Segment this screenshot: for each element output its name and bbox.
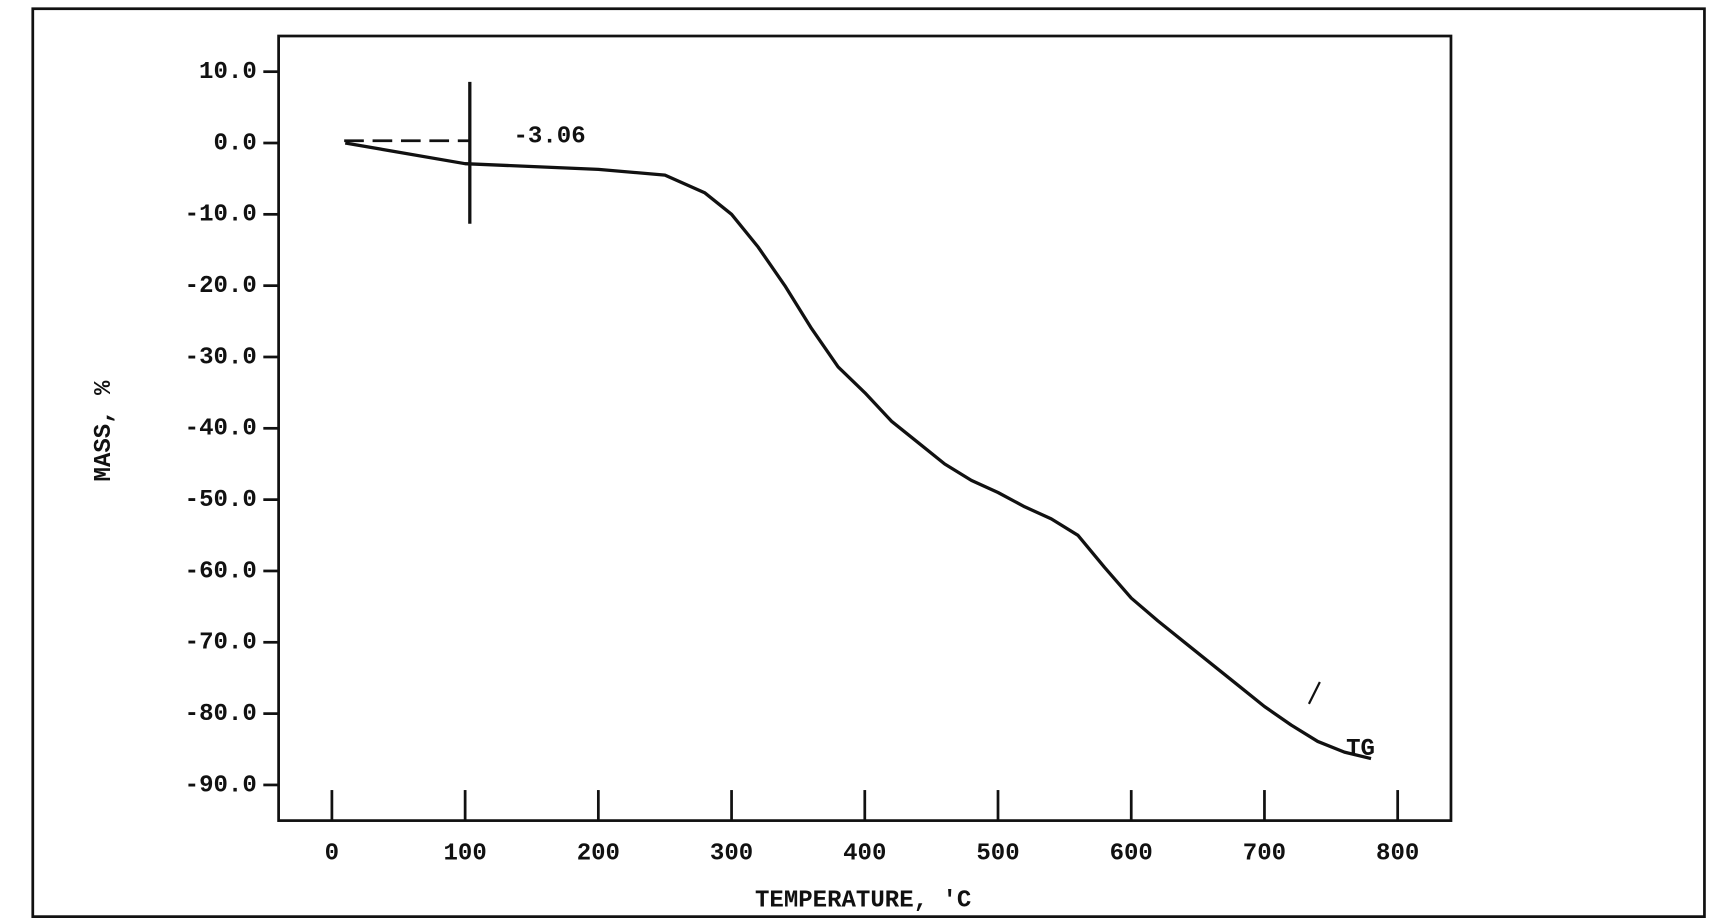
y-tick-label: -90.0 bbox=[185, 772, 257, 799]
x-axis-label: TEMPERATURE, 'C bbox=[755, 888, 971, 915]
y-tick-label: -70.0 bbox=[185, 630, 257, 657]
x-tick-label: 700 bbox=[1243, 841, 1286, 868]
x-tick-label: 600 bbox=[1110, 841, 1153, 868]
y-tick-label: -80.0 bbox=[185, 701, 257, 728]
y-tick-label: -30.0 bbox=[185, 344, 257, 371]
y-tick-label: -60.0 bbox=[185, 558, 257, 585]
x-tick-label: 300 bbox=[710, 841, 753, 868]
outer-border bbox=[31, 7, 1706, 918]
y-tick-label: -20.0 bbox=[185, 273, 257, 300]
x-tick-label: 800 bbox=[1376, 841, 1419, 868]
y-tick-label: -40.0 bbox=[185, 416, 257, 443]
x-tick-label: 200 bbox=[577, 841, 620, 868]
y-axis-label: MASS, % bbox=[91, 380, 118, 481]
y-tick-label: -10.0 bbox=[185, 202, 257, 229]
y-tick-label: -50.0 bbox=[185, 487, 257, 514]
data-line bbox=[344, 141, 1372, 761]
x-tick-label: 0 bbox=[325, 841, 339, 868]
plot-frame bbox=[277, 34, 1453, 822]
step-annotation: -3.06 bbox=[514, 124, 586, 151]
y-tick-label: 10.0 bbox=[199, 59, 257, 86]
x-tick-label: 500 bbox=[976, 841, 1019, 868]
x-tick-label: 400 bbox=[843, 841, 886, 868]
tg-pointer bbox=[1307, 681, 1321, 705]
y-tick-label: 0.0 bbox=[213, 130, 256, 157]
x-tick-label: 100 bbox=[443, 841, 486, 868]
